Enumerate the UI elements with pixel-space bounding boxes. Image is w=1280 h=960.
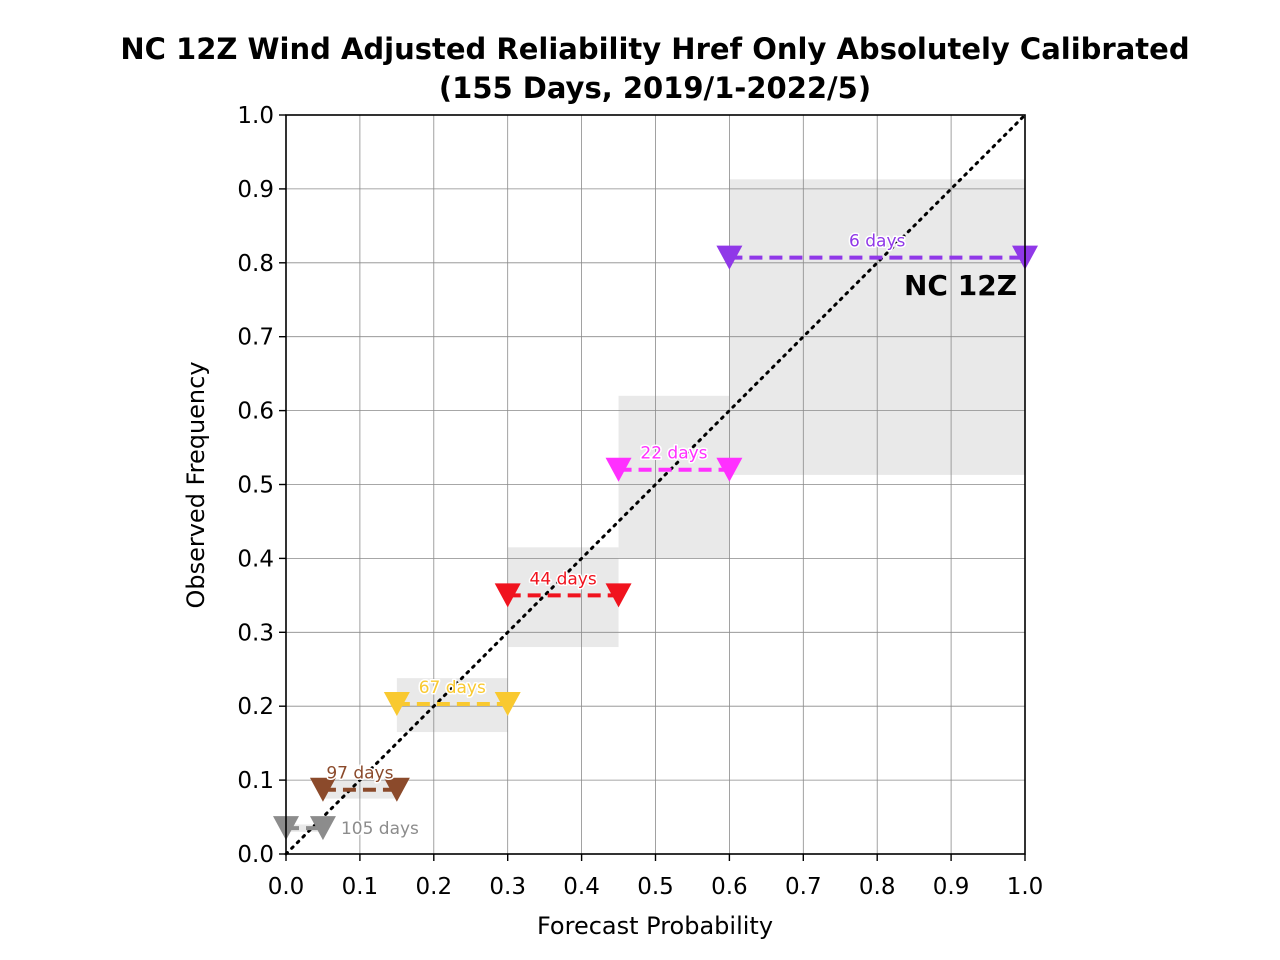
x-tick-label-9: 0.9 [933, 874, 970, 900]
y-axis-ticks: 0.0 0.1 0.2 0.3 0.4 0.5 0.6 0.7 0.8 0.9 1.0 [237, 103, 286, 868]
bin-days-label-5: 6 days [849, 232, 905, 252]
perfect-reliability-diagonal [284, 113, 1027, 856]
y-tick-label-9: 0.9 [237, 177, 274, 203]
x-tick-label-2: 0.2 [416, 874, 453, 900]
x-tick-label-7: 0.7 [785, 874, 822, 900]
bin-2: 67 days [383, 676, 521, 716]
x-tick-label-3: 0.3 [489, 874, 526, 900]
bin-marker-low-5 [716, 245, 743, 270]
uncertainty-box-4 [618, 395, 730, 559]
y-tick-label-2: 0.2 [237, 694, 274, 720]
x-tick-label-10: 1.0 [1007, 874, 1044, 900]
bin-marker-high-4 [716, 457, 743, 482]
bin-0: 105 days [273, 816, 421, 841]
region-annotation: NC 12Z [904, 269, 1017, 302]
x-tick-label-1: 0.1 [342, 874, 379, 900]
bin-3: 44 days [494, 568, 632, 608]
bin-1: 97 days [309, 762, 410, 802]
bin-marker-high-1 [383, 777, 410, 802]
y-axis-label: Observed Frequency [182, 361, 210, 608]
bin-marker-high-3 [605, 583, 632, 608]
bin-4: 22 days [605, 442, 743, 482]
x-tick-label-5: 0.5 [637, 874, 674, 900]
y-tick-label-5: 0.5 [237, 473, 274, 499]
x-axis-ticks: 0.0 0.1 0.2 0.3 0.4 0.5 0.6 0.7 0.8 0.9 1.0 [268, 854, 1044, 900]
y-tick-label-3: 0.3 [237, 620, 274, 646]
y-tick-label-1: 0.1 [237, 768, 274, 794]
bin-marker-low-3 [494, 583, 521, 608]
bin-days-label-3: 44 days [530, 569, 597, 589]
bin-marker-high-2 [494, 691, 521, 716]
x-tick-label-4: 0.4 [563, 874, 600, 900]
y-tick-label-8: 0.8 [237, 251, 274, 277]
bin-marker-low-2 [383, 691, 410, 716]
y-tick-label-4: 0.4 [237, 546, 274, 572]
x-tick-label-0: 0.0 [268, 874, 305, 900]
chart-title-line1: NC 12Z Wind Adjusted Reliability Href On… [120, 32, 1189, 66]
x-tick-label-8: 0.8 [859, 874, 896, 900]
bin-days-label-1: 97 days [326, 764, 393, 784]
chart-title-line2: (155 Days, 2019/1-2022/5) [439, 71, 871, 105]
y-tick-label-10: 1.0 [237, 103, 274, 129]
x-tick-label-6: 0.6 [711, 874, 748, 900]
bin-days-label-0: 105 days [341, 819, 419, 839]
bin-marker-low-4 [605, 457, 632, 482]
x-axis-label: Forecast Probability [537, 912, 773, 940]
uncertainty-box-0 [286, 824, 323, 832]
bin-days-label-4: 22 days [640, 444, 707, 464]
reliability-bins: 105 days 97 days 67 days 44 days 22 days 6 da… [273, 230, 1038, 841]
y-tick-label-6: 0.6 [237, 399, 274, 425]
y-tick-label-7: 0.7 [237, 325, 274, 351]
bin-days-label-2: 67 days [419, 678, 486, 698]
y-tick-label-0: 0.0 [237, 842, 274, 868]
bin-marker-low-1 [309, 777, 336, 802]
bin-5: 6 days [716, 230, 1038, 270]
bin-marker-high-0 [309, 816, 336, 841]
